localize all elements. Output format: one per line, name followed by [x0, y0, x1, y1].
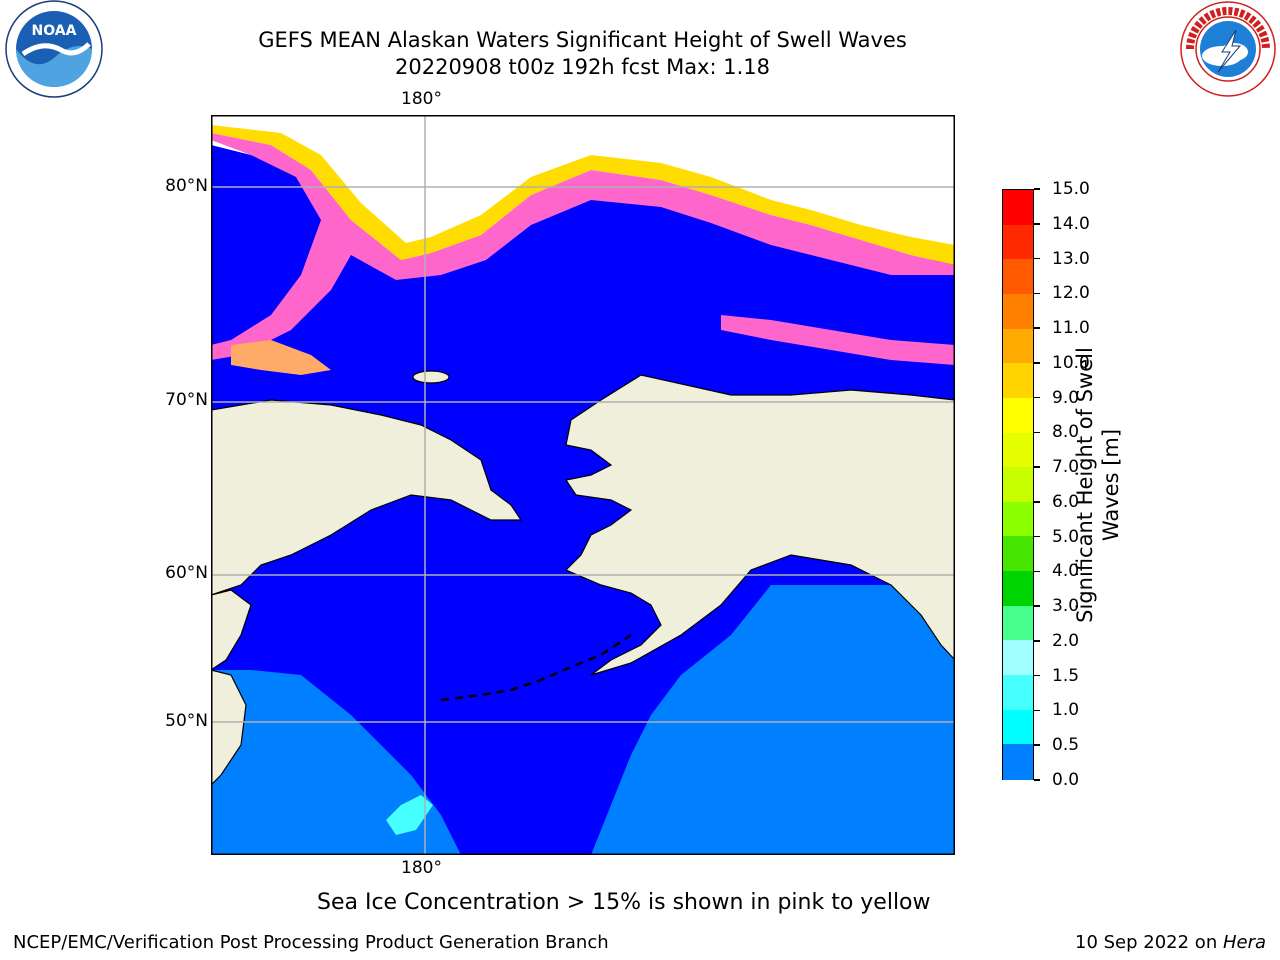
colorbar-segment — [1003, 467, 1033, 503]
colorbar-tick-mark — [1034, 570, 1040, 573]
colorbar-tick-label: 6.0 — [1052, 491, 1080, 512]
svg-text:NOAA: NOAA — [32, 23, 77, 39]
colorbar-segment — [1003, 363, 1033, 399]
lat-label-50n: 50°N — [165, 711, 208, 731]
colorbar-tick-mark — [1034, 640, 1040, 642]
colorbar-segment — [1003, 397, 1033, 434]
colorbar-segment — [1003, 501, 1033, 538]
colorbar-segment — [1003, 224, 1033, 260]
colorbar-tick-label: 13.0 — [1052, 248, 1090, 269]
colorbar-tick-label: 14.0 — [1052, 213, 1090, 234]
colorbar-tick-label: 1.5 — [1052, 665, 1080, 686]
nws-logo — [1178, 0, 1278, 100]
colorbar-tick-mark — [1034, 292, 1040, 295]
machine-name: Hera — [1222, 932, 1266, 953]
colorbar-tick-mark — [1034, 431, 1040, 434]
colorbar-tick-mark — [1034, 466, 1040, 468]
colorbar — [1002, 189, 1034, 780]
map-subtitle: 20220908 t00z 192h fcst Max: 1.18 — [395, 55, 770, 79]
noaa-logo: NOAA — [3, 0, 105, 100]
colorbar-tick-mark — [1034, 779, 1040, 781]
colorbar-label: Significant Height of Swell Waves [m] — [1073, 347, 1123, 623]
lat-label-60n: 60°N — [165, 563, 208, 583]
colorbar-tick-mark — [1034, 257, 1040, 260]
colorbar-tick-label: 4.0 — [1052, 561, 1080, 582]
map-title: GEFS MEAN Alaskan Waters Significant Hei… — [258, 28, 907, 52]
colorbar-tick-label: 8.0 — [1052, 422, 1080, 443]
colorbar-tick-label: 0.5 — [1052, 735, 1080, 756]
colorbar-tick-mark — [1034, 327, 1040, 329]
colorbar-segment — [1003, 259, 1033, 295]
colorbar-tick-mark — [1034, 362, 1040, 364]
lat-label-80n: 80°N — [165, 176, 208, 196]
source-credit: NCEP/EMC/Verification Post Processing Pr… — [13, 932, 609, 953]
colorbar-tick-mark — [1034, 744, 1040, 746]
colorbar-segment — [1003, 640, 1033, 676]
lon-label-top: 180° — [401, 89, 442, 109]
colorbar-tick-mark — [1034, 709, 1040, 712]
colorbar-tick-label: 5.0 — [1052, 526, 1080, 547]
colorbar-tick-mark — [1034, 396, 1040, 399]
colorbar-tick-label: 3.0 — [1052, 596, 1080, 617]
colorbar-tick-label: 2.0 — [1052, 630, 1080, 651]
colorbar-segment — [1003, 744, 1033, 780]
colorbar-segment — [1003, 675, 1033, 711]
colorbar-tick-label: 1.0 — [1052, 700, 1080, 721]
colorbar-tick-mark — [1034, 674, 1040, 677]
colorbar-tick-label: 10.0 — [1052, 352, 1090, 373]
colorbar-segment — [1003, 293, 1033, 330]
lon-label-bottom: 180° — [401, 858, 442, 878]
colorbar-tick-label: 15.0 — [1052, 179, 1090, 199]
colorbar-segment — [1003, 709, 1033, 745]
colorbar-segment — [1003, 432, 1033, 468]
colorbar-segment — [1003, 536, 1033, 572]
colorbar-tick-label: 11.0 — [1052, 318, 1090, 339]
swell-height-map — [210, 115, 956, 855]
colorbar-tick-label: 12.0 — [1052, 283, 1090, 304]
colorbar-segment — [1003, 605, 1033, 641]
colorbar-tick-mark — [1034, 535, 1040, 538]
sea-ice-note: Sea Ice Concentration > 15% is shown in … — [317, 890, 931, 915]
generation-date: 10 Sep 2022 on Hera — [1075, 932, 1266, 953]
colorbar-tick-label: 9.0 — [1052, 387, 1080, 408]
lat-label-70n: 70°N — [165, 390, 208, 410]
colorbar-segment — [1003, 190, 1033, 226]
colorbar-tick-mark — [1034, 223, 1040, 225]
colorbar-tick-label: 7.0 — [1052, 457, 1080, 478]
colorbar-tick-mark — [1034, 605, 1040, 607]
colorbar-segment — [1003, 571, 1033, 607]
colorbar-tick-mark — [1034, 188, 1040, 190]
colorbar-tick-label: 0.0 — [1052, 770, 1080, 790]
colorbar-tick-mark — [1034, 501, 1040, 503]
colorbar-segment — [1003, 328, 1033, 364]
